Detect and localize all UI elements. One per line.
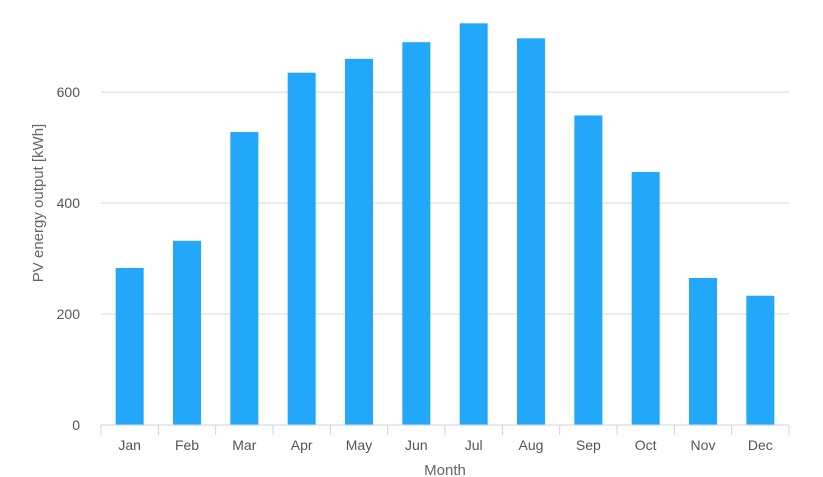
y-tick-labels: 0 200 400 600 xyxy=(57,84,81,433)
bar-jun xyxy=(402,42,431,426)
bar-mar xyxy=(230,132,259,426)
x-tick-labels: Jan Feb Mar Apr May Jun Jul Aug Sep Oct Nov Dec xyxy=(118,437,772,453)
bar-oct xyxy=(631,172,660,425)
bar-dec xyxy=(746,295,775,425)
x-tick-label: Aug xyxy=(519,437,544,453)
x-tick-label: Feb xyxy=(175,437,199,453)
grid-lines xyxy=(101,91,789,315)
x-tick-label: Jan xyxy=(118,437,141,453)
y-axis-title: PV energy output [kWh] xyxy=(30,124,47,282)
x-tick-label: May xyxy=(346,437,372,453)
x-tick-label: Dec xyxy=(748,437,773,453)
bar-apr xyxy=(287,72,316,426)
bar-sep xyxy=(574,115,603,426)
bar-feb xyxy=(173,240,201,425)
bar-jul xyxy=(459,23,488,426)
x-tick-label: Jul xyxy=(465,437,483,453)
x-tick-label: Jun xyxy=(405,437,428,453)
bar-may xyxy=(345,58,373,425)
bar-jan xyxy=(115,267,144,425)
y-tick-label: 600 xyxy=(57,84,81,100)
x-tick-label: Apr xyxy=(291,437,313,453)
y-tick-label: 400 xyxy=(57,195,81,211)
bars xyxy=(115,23,775,426)
x-tick-label: Sep xyxy=(576,437,601,453)
x-axis xyxy=(100,424,790,435)
x-tick-label: Mar xyxy=(232,437,256,453)
x-tick-label: Nov xyxy=(691,437,716,453)
y-tick-label: 200 xyxy=(57,306,81,322)
x-axis-title: Month xyxy=(424,462,466,477)
x-tick-label: Oct xyxy=(635,437,657,453)
y-tick-label: 0 xyxy=(72,417,80,433)
bar-nov xyxy=(689,277,717,425)
bar-aug xyxy=(517,38,545,425)
